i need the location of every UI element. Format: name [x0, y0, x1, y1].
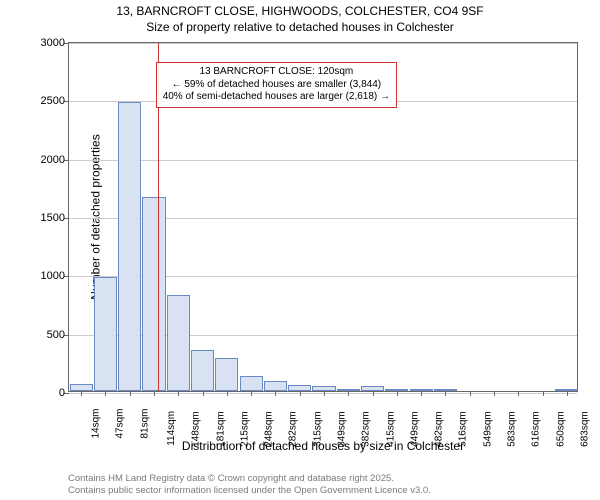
y-tick-label: 1500 — [31, 212, 65, 224]
y-tick-label: 3000 — [31, 37, 65, 49]
x-tick-mark — [300, 391, 301, 396]
y-tick-label: 500 — [31, 329, 65, 341]
annotation-box: 13 BARNCROFT CLOSE: 120sqm← 59% of detac… — [156, 62, 397, 108]
footer-line2: Contains public sector information licen… — [68, 485, 431, 497]
x-tick-mark — [81, 391, 82, 396]
x-tick-mark — [251, 391, 252, 396]
histogram-bar — [264, 381, 287, 392]
x-tick-label: 650sqm — [555, 411, 566, 447]
x-tick-mark — [445, 391, 446, 396]
title-line2: Size of property relative to detached ho… — [0, 20, 600, 36]
annotation-line1: 13 BARNCROFT CLOSE: 120sqm — [163, 66, 390, 79]
histogram-bar — [167, 295, 190, 391]
x-tick-mark — [567, 391, 568, 396]
histogram-bar — [118, 102, 141, 391]
x-tick-mark — [105, 391, 106, 396]
histogram-bar — [240, 376, 263, 391]
chart-title: 13, BARNCROFT CLOSE, HIGHWOODS, COLCHEST… — [0, 0, 600, 35]
x-tick-mark — [324, 391, 325, 396]
histogram-bar — [70, 384, 93, 391]
grid-line — [69, 43, 577, 44]
x-tick-mark — [203, 391, 204, 396]
x-tick-label: 181sqm — [215, 411, 226, 447]
x-tick-mark — [178, 391, 179, 396]
histogram-bar — [215, 358, 238, 391]
y-tick-label: 0 — [31, 387, 65, 399]
x-tick-mark — [543, 391, 544, 396]
x-tick-label: 47sqm — [115, 409, 126, 439]
x-tick-label: 583sqm — [506, 411, 517, 447]
x-tick-mark — [154, 391, 155, 396]
x-tick-label: 482sqm — [433, 411, 444, 447]
x-tick-mark — [373, 391, 374, 396]
x-tick-label: 516sqm — [458, 411, 469, 447]
x-tick-mark — [494, 391, 495, 396]
y-tick-label: 2000 — [31, 154, 65, 166]
x-tick-mark — [518, 391, 519, 396]
footer-line1: Contains HM Land Registry data © Crown c… — [68, 473, 431, 485]
histogram-bar — [94, 277, 117, 391]
x-tick-mark — [348, 391, 349, 396]
x-tick-mark — [275, 391, 276, 396]
x-tick-mark — [130, 391, 131, 396]
x-tick-label: 282sqm — [288, 411, 299, 447]
x-tick-mark — [227, 391, 228, 396]
x-tick-label: 683sqm — [579, 411, 590, 447]
annotation-line2: ← 59% of detached houses are smaller (3,… — [163, 79, 390, 92]
x-tick-label: 549sqm — [482, 411, 493, 447]
grid-line — [69, 393, 577, 394]
annotation-line3: 40% of semi-detached houses are larger (… — [163, 91, 390, 104]
x-tick-label: 349sqm — [336, 411, 347, 447]
chart-plot-area: Number of detached properties Distributi… — [68, 42, 578, 392]
x-tick-label: 382sqm — [361, 411, 372, 447]
footer-attribution: Contains HM Land Registry data © Crown c… — [68, 473, 431, 497]
histogram-bar — [142, 197, 165, 391]
x-tick-label: 215sqm — [239, 411, 250, 447]
x-tick-label: 148sqm — [191, 411, 202, 447]
x-tick-mark — [470, 391, 471, 396]
y-tick-label: 2500 — [31, 95, 65, 107]
x-tick-label: 114sqm — [166, 411, 177, 446]
histogram-bar — [191, 350, 214, 391]
x-tick-label: 81sqm — [139, 409, 150, 439]
x-tick-mark — [421, 391, 422, 396]
grid-line — [69, 160, 577, 161]
x-tick-label: 14sqm — [91, 409, 102, 439]
x-tick-mark — [397, 391, 398, 396]
x-tick-label: 315sqm — [312, 411, 323, 447]
x-tick-label: 616sqm — [531, 411, 542, 447]
x-tick-label: 449sqm — [409, 411, 420, 447]
x-tick-label: 415sqm — [385, 411, 396, 447]
y-tick-label: 1000 — [31, 270, 65, 282]
title-line1: 13, BARNCROFT CLOSE, HIGHWOODS, COLCHEST… — [0, 4, 600, 20]
x-tick-label: 248sqm — [263, 411, 274, 447]
